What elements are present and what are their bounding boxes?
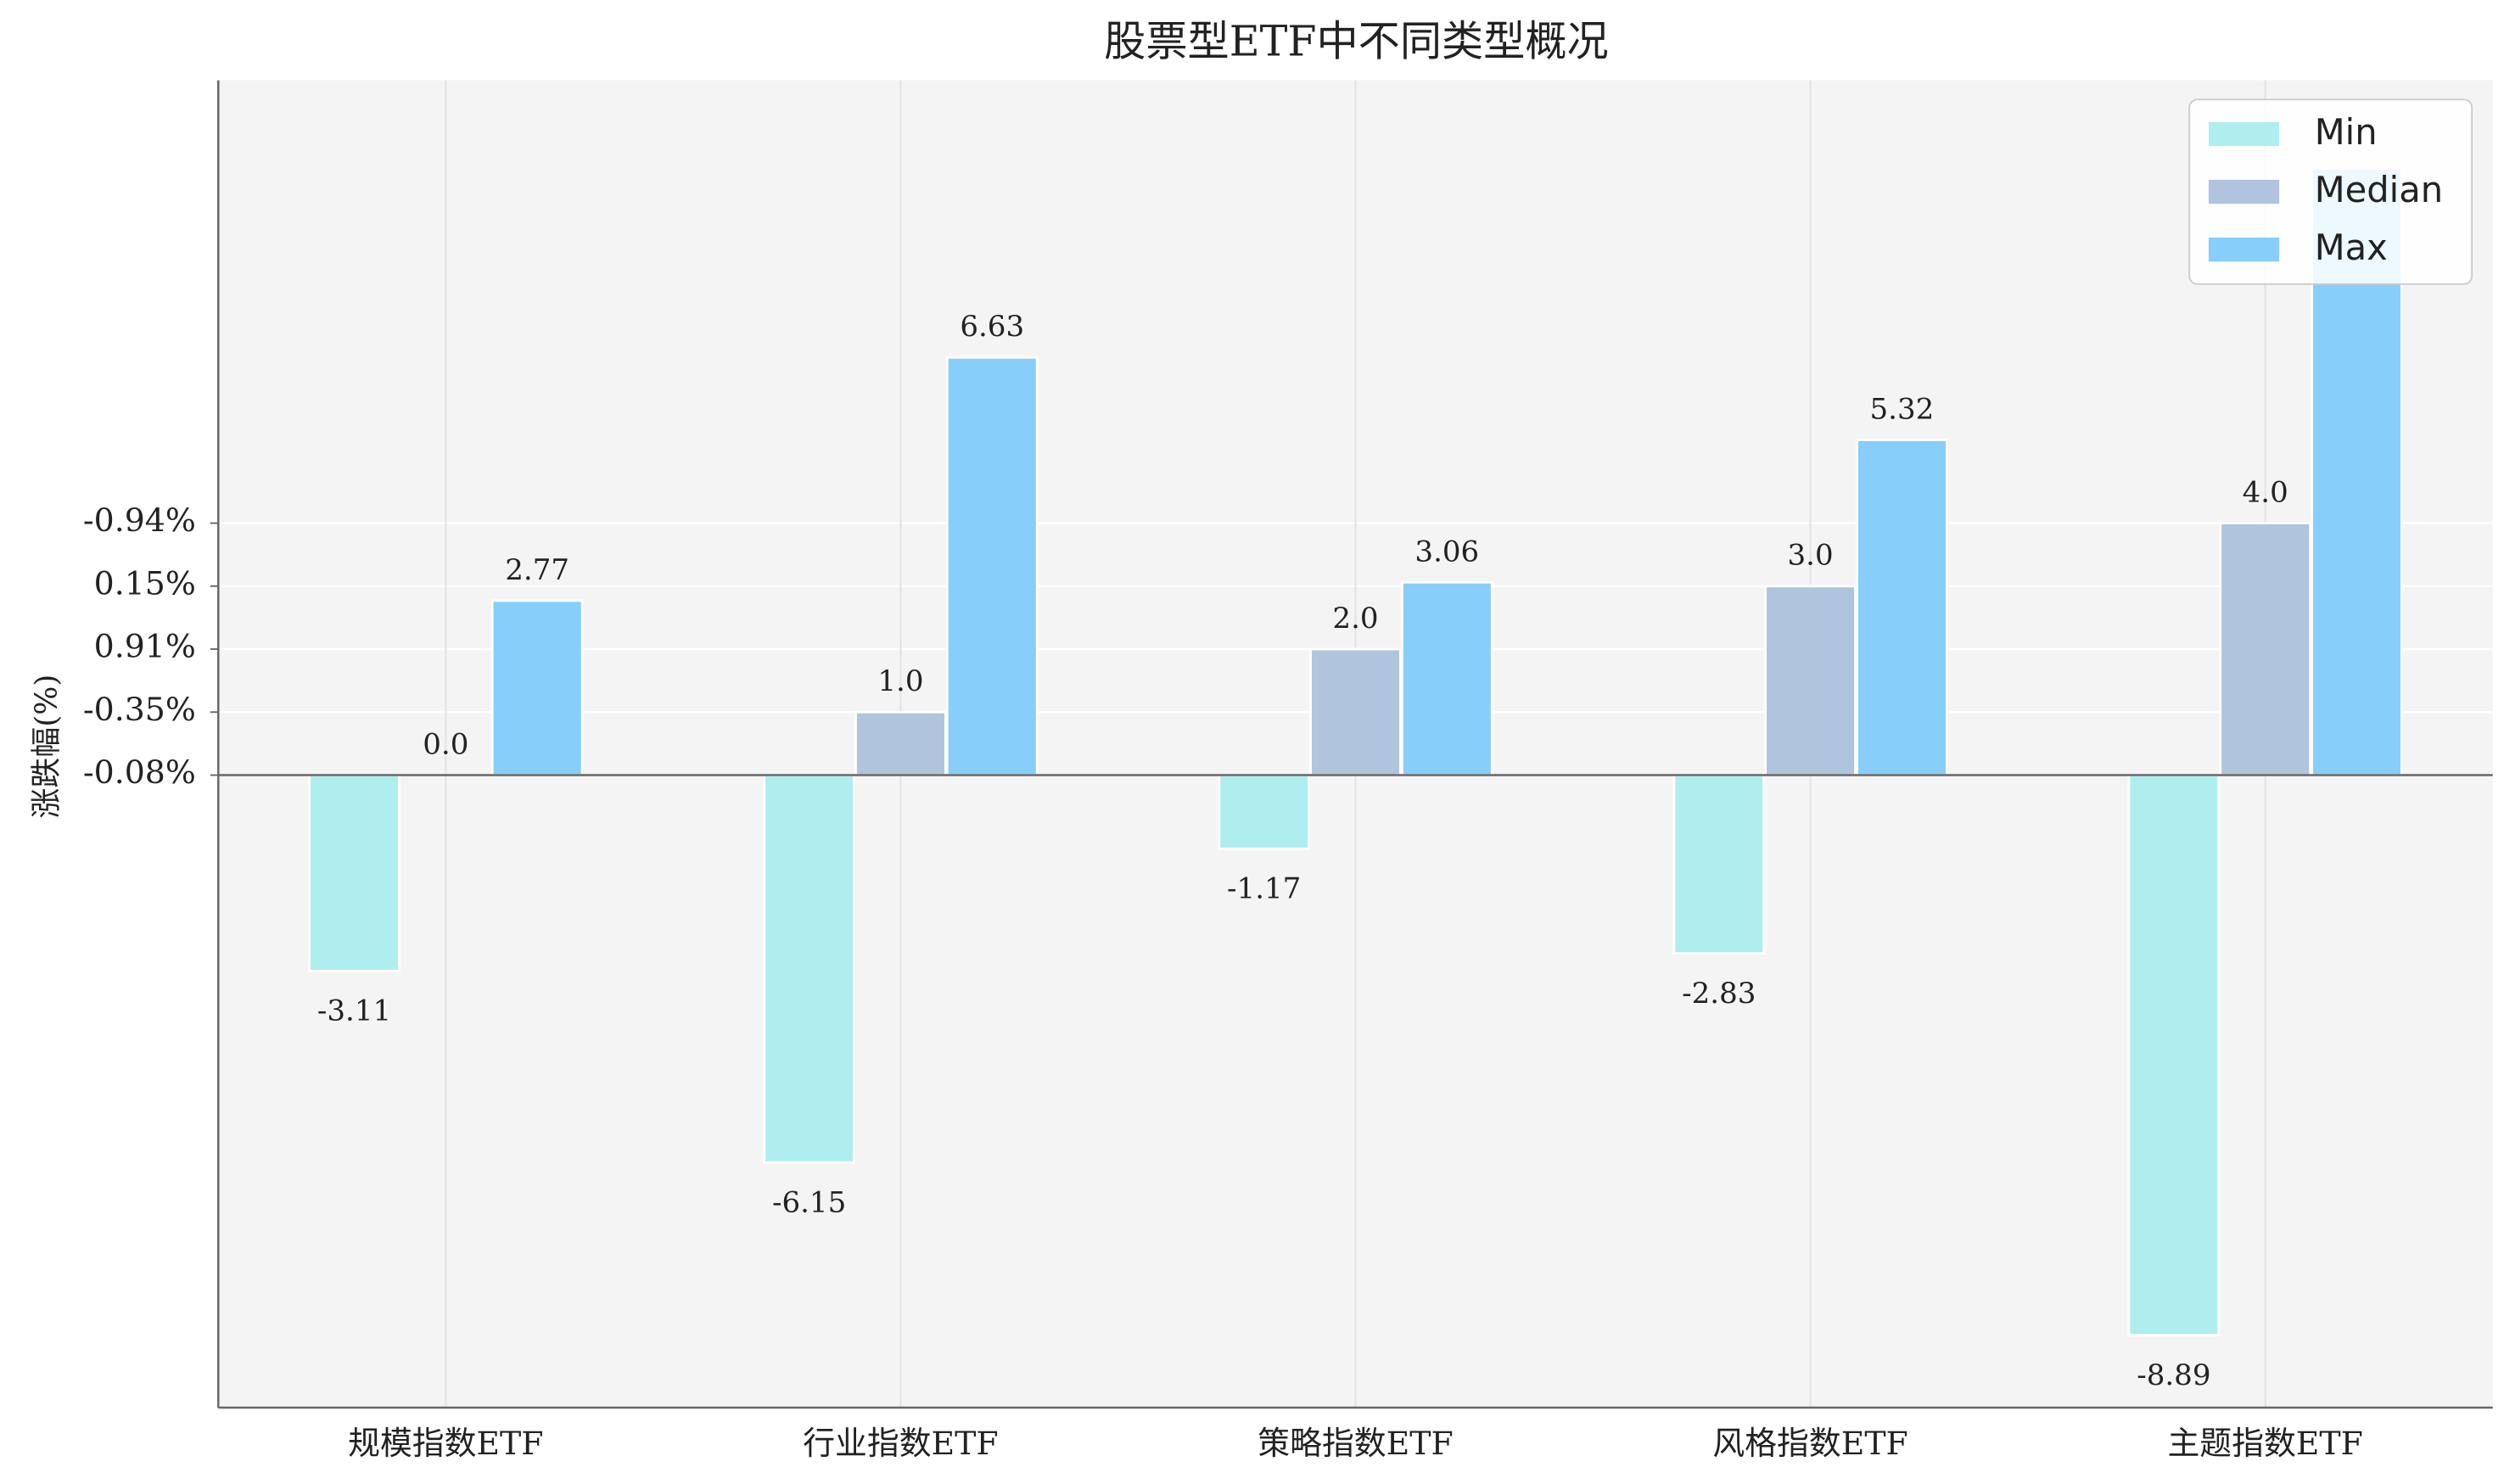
x-tick-label: 风格指数ETF (1712, 1425, 1907, 1462)
bar (490, 599, 584, 776)
y-tick-label: -0.94% (83, 501, 196, 539)
data-label: -6.15 (772, 1185, 846, 1219)
bar (2219, 522, 2312, 776)
bar (854, 710, 947, 776)
legend-swatch (2208, 179, 2280, 204)
data-label: 6.63 (960, 310, 1024, 344)
data-label: 5.32 (1870, 392, 1935, 426)
y-tick-label: -0.35% (83, 691, 196, 728)
data-label: 3.0 (1788, 539, 1834, 573)
data-label: -1.17 (1227, 872, 1301, 906)
bar (1764, 585, 1857, 776)
data-label: 4.0 (2243, 475, 2288, 509)
y-axis-label: 涨跌幅(%) (29, 675, 64, 819)
bar (1309, 647, 1402, 776)
x-tick-label: 策略指数ETF (1258, 1425, 1453, 1462)
x-tick-label: 主题指数ETF (2167, 1425, 2362, 1462)
bar (1218, 774, 1311, 850)
data-label: 2.77 (505, 553, 569, 587)
legend-label: Max (2315, 227, 2388, 268)
x-tick-label: 行业指数ETF (803, 1425, 998, 1462)
y-tick-label: 0.15% (94, 564, 196, 602)
x-tick-label: 规模指数ETF (348, 1425, 543, 1462)
bar (308, 774, 401, 972)
legend-label: Median (2315, 169, 2443, 210)
bar (1856, 439, 1948, 776)
data-label: 1.0 (877, 664, 923, 698)
y-tick-label: -0.08% (83, 753, 196, 791)
bars: -3.11 -6.15 -1.17 -2.83 -8.89 0.0 1.0 2.0 3.0 4.0… (308, 167, 2403, 1392)
legend-swatch (2208, 237, 2280, 262)
data-label: 3.06 (1414, 535, 1479, 568)
data-label: -2.83 (1682, 977, 1756, 1011)
bar (763, 774, 855, 1164)
legend-label: Min (2315, 111, 2378, 153)
chart-title: 股票型ETF中不同类型概况 (1104, 16, 1609, 65)
bar (1400, 580, 1493, 776)
data-label: 0.0 (423, 727, 468, 761)
legend: Min Median Max (2188, 98, 2473, 285)
data-label: -3.11 (317, 994, 391, 1028)
data-label: 2.0 (1332, 602, 1378, 636)
y-tick-label: 0.91% (94, 628, 196, 665)
data-label: -8.89 (2137, 1358, 2210, 1392)
bar (945, 356, 1039, 776)
legend-swatch (2208, 121, 2280, 147)
bar (2127, 774, 2221, 1336)
bar (1672, 774, 1766, 955)
